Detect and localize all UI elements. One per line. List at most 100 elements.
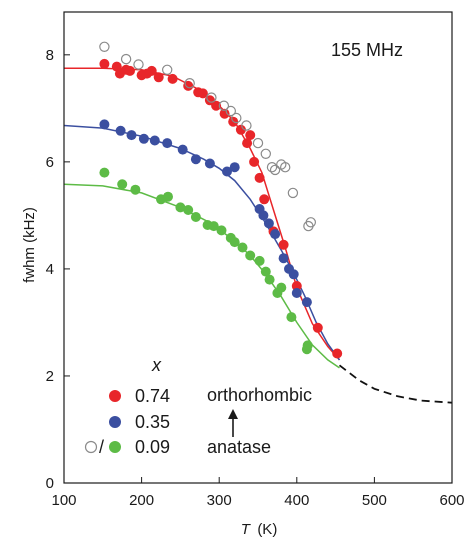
- data-point-series-0-26: [312, 322, 323, 333]
- data-point-series-1-15: [278, 253, 289, 264]
- data-point-series-2-2: [130, 184, 141, 195]
- y-tick-label-8: 8: [46, 47, 54, 64]
- data-point-series-1-9: [222, 166, 232, 177]
- data-point-series-2-17: [264, 274, 275, 285]
- data-point-series-2-7: [190, 212, 201, 222]
- data-point-series-1-1: [115, 125, 126, 136]
- data-point-series-2-22: [302, 340, 313, 351]
- data-point-series-1-10: [229, 162, 240, 173]
- data-point-series-1-19: [301, 297, 312, 308]
- data-point-series-0-7: [146, 65, 157, 76]
- data-point-series-3-2: [133, 59, 144, 70]
- fit-curve-0: [64, 67, 341, 361]
- legend-marker-open: [84, 440, 98, 454]
- legend-separator: /: [99, 437, 104, 457]
- data-point-series-3-9: [241, 120, 252, 131]
- data-point-series-3-0: [99, 41, 110, 53]
- data-point-series-1-12: [258, 210, 269, 221]
- data-point-series-1-14: [270, 229, 281, 240]
- x-tick-label-100: 100: [51, 492, 76, 509]
- data-point-series-1-13: [263, 218, 274, 229]
- data-point-series-0-19: [245, 130, 256, 141]
- data-point-series-3-4: [184, 77, 195, 89]
- data-point-series-0-8: [153, 72, 164, 83]
- data-point-series-0-24: [278, 239, 289, 250]
- fit-curves: [63, 67, 453, 404]
- data-point-series-1-17: [288, 269, 299, 280]
- data-point-series-1-7: [190, 154, 201, 165]
- data-point-series-3-15: [280, 161, 291, 173]
- data-point-series-2-20: [286, 312, 297, 323]
- phase-label-anatase: anatase: [207, 437, 271, 457]
- legend-label-0.74: 0.74: [135, 386, 170, 406]
- data-point-series-3-5: [206, 92, 217, 103]
- data-point-series-0-21: [254, 172, 265, 183]
- data-point-series-0-27: [332, 348, 343, 359]
- data-point-series-2-1: [117, 179, 128, 190]
- data-point-series-1-0: [99, 119, 110, 130]
- data-point-series-2-15: [254, 255, 265, 266]
- data-point-series-2-13: [237, 242, 248, 253]
- data-point-series-3-18: [305, 217, 316, 228]
- data-point-series-2-14: [245, 250, 256, 261]
- data-point-series-3-16: [287, 187, 299, 199]
- data-point-series-0-0: [99, 58, 110, 69]
- y-axis-label: fwhm (kHz): [21, 207, 38, 283]
- data-point-series-2-5: [175, 202, 186, 213]
- phase-label-orthorhombic: orthorhombic: [207, 385, 312, 405]
- phase-arrow-icon: [228, 409, 238, 437]
- data-point-series-2-19: [276, 282, 287, 293]
- data-point-series-0-9: [167, 73, 178, 84]
- data-point-series-2-0: [99, 167, 110, 178]
- data-point-series-0-17: [235, 124, 246, 135]
- annotation-frequency: 155 MHz: [331, 40, 403, 60]
- y-tick-label-2: 2: [46, 368, 54, 385]
- axis-ticks: 100 200 300 400 500 600 0 2 4 6 8: [46, 47, 465, 509]
- data-point-series-2-9: [208, 221, 219, 232]
- data-point-series-0-15: [219, 108, 230, 119]
- data-point-series-2-12: [229, 237, 240, 248]
- data-point-series-3-7: [225, 105, 236, 117]
- x-tick-label-300: 300: [207, 492, 232, 509]
- data-point-series-3-8: [231, 112, 242, 124]
- data-point-series-3-6: [218, 100, 230, 111]
- data-point-series-1-3: [138, 133, 149, 144]
- data-points: [99, 41, 343, 359]
- y-tick-label-4: 4: [46, 261, 54, 278]
- data-point-series-2-16: [260, 266, 271, 277]
- legend-label-0.35: 0.35: [135, 412, 170, 432]
- data-point-series-1-8: [204, 158, 215, 169]
- x-tick-label-200: 200: [129, 492, 154, 509]
- data-point-series-1-4: [149, 135, 160, 146]
- data-point-series-1-5: [162, 138, 173, 149]
- legend-marker-0.74: [109, 390, 121, 402]
- data-point-series-0-20: [249, 156, 260, 167]
- data-point-series-0-4: [125, 65, 135, 76]
- x-tick-label-500: 500: [362, 492, 387, 509]
- data-point-series-3-3: [161, 64, 173, 76]
- data-point-series-2-6: [183, 205, 194, 215]
- data-point-series-0-22: [259, 194, 270, 205]
- x-axis-label: T (K): [241, 521, 278, 538]
- legend-label-0.09: 0.09: [135, 437, 170, 457]
- data-point-series-3-10: [252, 137, 264, 149]
- legend-header: x: [151, 355, 162, 375]
- legend: x 0.74 0.35 / 0.09 orthorhombic anatase: [84, 355, 312, 457]
- legend-marker-0.35: [109, 416, 121, 428]
- data-point-series-1-6: [177, 144, 188, 155]
- fit-curve-3: [338, 364, 453, 404]
- x-axis-label-unit: (K): [257, 521, 277, 538]
- x-tick-label-600: 600: [439, 492, 464, 509]
- data-point-series-0-14: [211, 100, 222, 111]
- data-point-series-0-12: [197, 88, 208, 99]
- data-point-series-3-11: [260, 148, 271, 159]
- data-point-series-2-10: [216, 225, 227, 236]
- data-point-series-2-4: [163, 191, 173, 202]
- data-point-series-3-12: [266, 161, 278, 173]
- x-tick-label-400: 400: [284, 492, 309, 509]
- data-point-series-3-13: [269, 164, 281, 176]
- y-tick-label-6: 6: [46, 154, 54, 171]
- data-point-series-1-18: [291, 288, 302, 298]
- y-tick-label-0: 0: [46, 475, 54, 492]
